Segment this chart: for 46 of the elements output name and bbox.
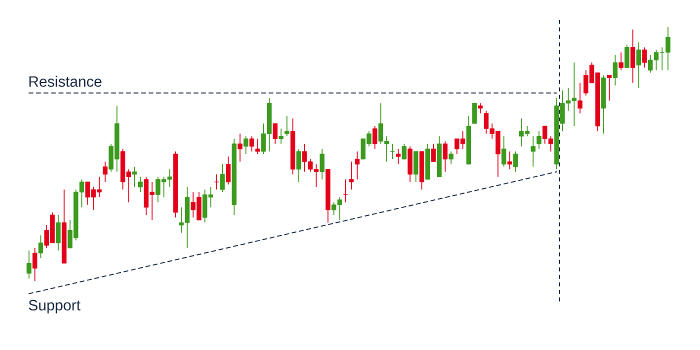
candlestick xyxy=(448,151,454,165)
candlestick xyxy=(26,250,32,279)
candlestick xyxy=(578,82,582,114)
candlestick xyxy=(349,161,354,190)
candlestick xyxy=(478,102,483,114)
candlestick xyxy=(431,143,436,162)
candlestick xyxy=(220,164,225,193)
candlestick xyxy=(38,234,44,259)
candlestick xyxy=(296,148,302,182)
candlestick xyxy=(636,42,642,88)
candlestick xyxy=(472,102,477,124)
candlestick xyxy=(238,133,242,162)
candlestick xyxy=(278,128,284,144)
candlestick xyxy=(132,166,137,188)
candlestick xyxy=(138,176,143,193)
candlestick xyxy=(530,136,536,168)
candlestick xyxy=(624,44,630,68)
candlestick xyxy=(513,151,518,172)
candlestick xyxy=(402,143,407,160)
candlestick xyxy=(414,151,418,182)
candlestick xyxy=(272,123,278,144)
candlestick xyxy=(642,46,647,68)
candlestick xyxy=(396,148,401,165)
candlestick xyxy=(372,126,378,150)
candlestick xyxy=(32,248,38,282)
candlestick xyxy=(102,161,108,182)
candlestick xyxy=(354,151,360,180)
candlestick xyxy=(244,136,248,154)
series-label: Support xyxy=(28,300,80,314)
candlestick xyxy=(249,136,254,152)
candlestick xyxy=(501,136,506,168)
series-label: Resistance xyxy=(29,76,102,87)
candlestick xyxy=(612,54,618,86)
candlestick xyxy=(56,214,61,251)
candlestick xyxy=(442,140,448,172)
candlestick xyxy=(618,52,624,71)
candlestick xyxy=(284,115,290,137)
candlestick xyxy=(255,138,260,154)
candlestick xyxy=(320,148,324,180)
candlestick xyxy=(507,151,512,170)
candlestick xyxy=(214,174,219,190)
candlestick xyxy=(226,156,231,185)
candlestick xyxy=(630,29,636,84)
candlestick xyxy=(536,130,542,150)
candlestick xyxy=(606,74,612,102)
candlestick xyxy=(390,143,395,160)
